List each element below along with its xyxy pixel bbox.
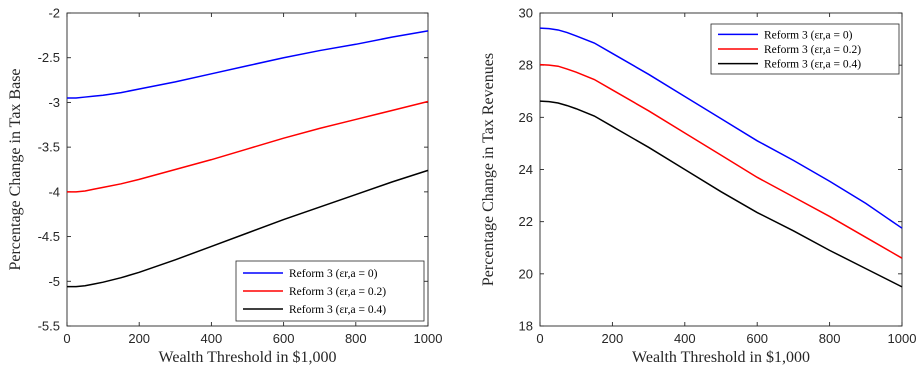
x-axis-label: Wealth Threshold in $1,000: [159, 349, 337, 366]
series-line-2: [539, 63, 903, 259]
y-axis-label: Percentage Change in Tax Revenues: [480, 53, 497, 286]
y-tick-label: -4.5: [38, 229, 60, 244]
x-tick-label: 0: [63, 331, 70, 346]
series-line-1: [539, 27, 903, 229]
y-tick-label: 18: [519, 319, 533, 334]
y-tick-label: -5: [48, 274, 60, 289]
y-tick-label: 30: [519, 6, 533, 21]
x-tick-label: 600: [746, 331, 768, 346]
y-tick-label: 20: [519, 266, 533, 281]
x-axis-label: Wealth Threshold in $1,000: [632, 349, 810, 366]
legend: Reform 3 (εr,a = 0) Reform 3 (εr,a = 0.2)…: [710, 23, 900, 75]
y-tick-label: 26: [519, 110, 533, 125]
x-tick-label: 1000: [414, 331, 443, 346]
y-tick-label: 22: [519, 214, 533, 229]
y-tick-label: -5.5: [38, 319, 60, 334]
x-tick-label: 200: [128, 331, 150, 346]
y-tick-label: -2.5: [38, 50, 60, 65]
legend-entry: Reform 3 (εr,a = 0.2): [289, 286, 386, 298]
y-tick-label: -3.5: [38, 140, 60, 155]
x-tick-label: 200: [602, 331, 624, 346]
chart-1: 0 200 400 600 800 1000 -5.5 -5 -4.5 -4 -3.5 -3 -2.5 -…: [7, 6, 442, 367]
x-tick-label: 0: [536, 331, 543, 346]
x-tick-label: 1000: [888, 331, 917, 346]
x-tick-label: 400: [674, 331, 696, 346]
legend-entry: Reform 3 (εr,a = 0): [289, 268, 378, 280]
x-tick-label: 400: [201, 331, 223, 346]
y-axis-label: Percentage Change in Tax Base: [7, 68, 24, 270]
y-tick-label: -4: [48, 184, 60, 199]
x-tick-label: 800: [819, 331, 841, 346]
legend-entry: Reform 3 (εr,a = 0.2): [764, 44, 861, 56]
chart-2: 0 200 400 600 800 1000 18 20 22 24 26 28 30 Wealth Th…: [480, 6, 916, 367]
legend-entry: Reform 3 (εr,a = 0.4): [289, 304, 386, 316]
y-tick-label: -3: [48, 95, 60, 110]
y-tick-label: 24: [519, 162, 533, 177]
x-tick-label: 600: [273, 331, 295, 346]
legend: Reform 3 (εr,a = 0) Reform 3 (εr,a = 0.2)…: [235, 260, 425, 322]
plot-frame: [66, 12, 429, 327]
y-tick-label: 28: [519, 58, 533, 73]
series-line-2: [67, 100, 429, 193]
x-tick-label: 800: [345, 331, 367, 346]
legend-entry: Reform 3 (εr,a = 0): [764, 29, 853, 41]
series-line-3: [67, 169, 429, 288]
legend-entry: Reform 3 (εr,a = 0.4): [764, 59, 861, 71]
y-tick-label: -2: [48, 6, 60, 21]
series-line-1: [67, 30, 429, 99]
series-line-3: [539, 100, 903, 288]
